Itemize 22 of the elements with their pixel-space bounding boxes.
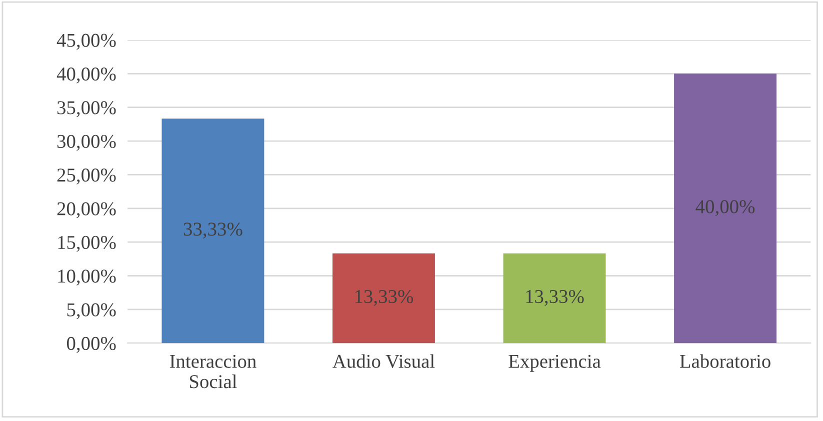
x-tick-label: Laboratorio (680, 354, 770, 368)
data-label: 13,33% (526, 290, 584, 306)
data-label: 13,33% (355, 290, 414, 306)
y-tick-label: 30,00% (57, 134, 116, 151)
data-label: 33,33% (184, 222, 242, 239)
y-tick-label: 45,00% (56, 34, 116, 50)
y-tick-label: 15,00% (58, 236, 116, 252)
y-tick-label: 10,00% (58, 270, 116, 286)
data-label: 40,00% (696, 200, 755, 216)
y-tick-label: 40,00% (56, 67, 116, 84)
bar (162, 118, 264, 344)
x-tick-label: Audio Visual (332, 354, 435, 368)
y-tick-label: 0,00% (66, 336, 116, 353)
bar (332, 253, 435, 344)
bar (503, 253, 606, 344)
bar (674, 74, 776, 344)
y-tick-label: 35,00% (57, 101, 116, 118)
y-tick-label: 25,00% (57, 168, 116, 184)
x-tick-label: Experiencia (508, 354, 601, 372)
y-tick-label: 5,00% (67, 303, 116, 320)
y-tick-label: 20,00% (57, 202, 116, 218)
x-tick-label: Interaccion Social (170, 354, 256, 388)
